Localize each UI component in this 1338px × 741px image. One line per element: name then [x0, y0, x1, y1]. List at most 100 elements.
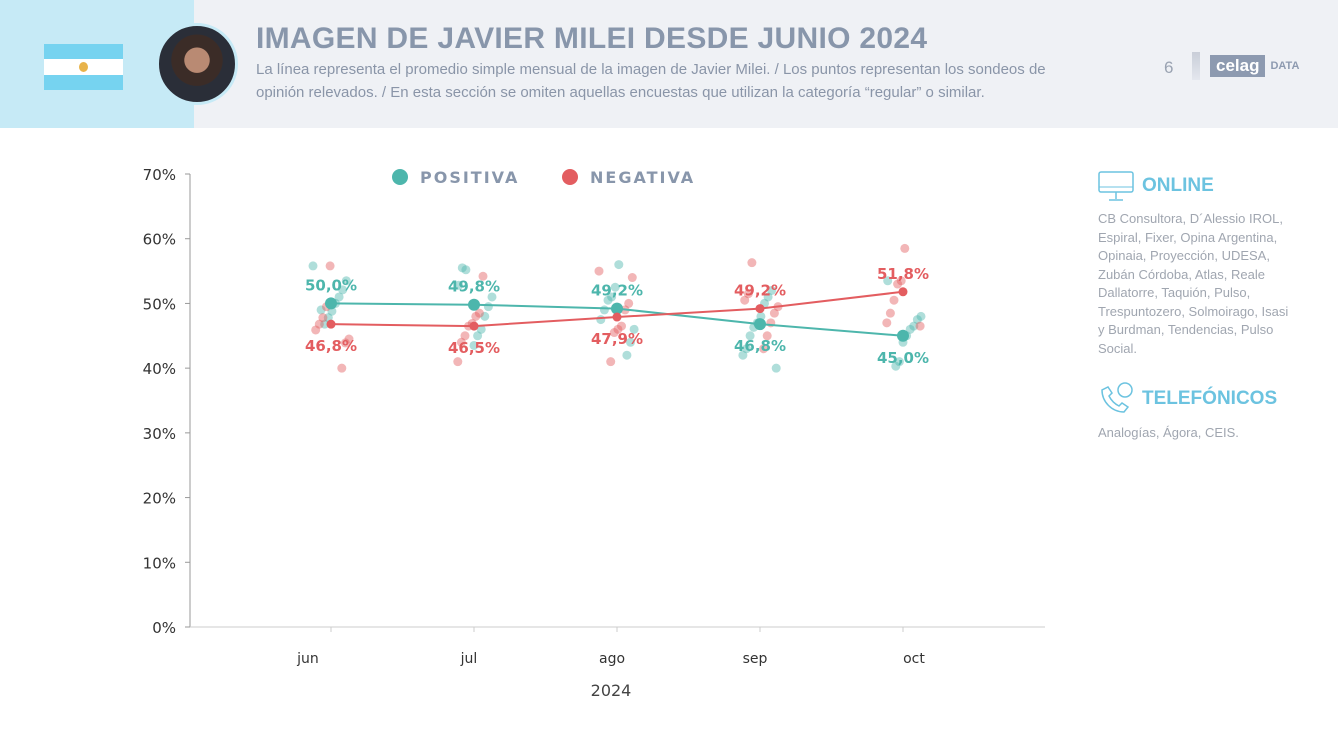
x-tick-label: ago — [599, 651, 625, 667]
survey-point — [474, 308, 484, 318]
survey-point — [614, 260, 624, 270]
computer-icon — [1098, 171, 1134, 201]
survey-point — [889, 295, 899, 305]
survey-point — [891, 361, 901, 371]
legend-marker-negativa — [562, 169, 578, 185]
survey-point — [762, 331, 772, 341]
survey-point — [627, 273, 637, 283]
data-point — [326, 319, 336, 329]
survey-point — [311, 325, 321, 335]
survey-point — [610, 282, 620, 292]
survey-point — [759, 344, 769, 354]
x-tick-label: jul — [460, 651, 478, 667]
survey-point — [896, 276, 906, 286]
data-point — [754, 318, 766, 331]
x-tick-label: sep — [743, 651, 768, 667]
survey-point — [606, 357, 616, 367]
survey-point — [622, 350, 632, 360]
phone-chat-icon — [1101, 382, 1133, 413]
survey-point — [334, 292, 344, 302]
survey-point — [763, 292, 773, 302]
survey-point — [456, 337, 466, 347]
y-tick-label: 60% — [143, 231, 176, 249]
data-label: 46,5% — [448, 339, 500, 357]
survey-point — [337, 363, 347, 373]
survey-point — [483, 302, 493, 312]
survey-point — [916, 311, 926, 321]
data-label: 51,8% — [877, 265, 929, 283]
x-tick-label: oct — [903, 651, 925, 667]
data-label: 46,8% — [305, 337, 357, 355]
survey-point — [320, 319, 330, 329]
survey-point — [599, 305, 609, 315]
survey-point — [478, 271, 488, 281]
survey-point — [325, 261, 335, 271]
survey-point — [626, 337, 635, 347]
telefonicos-section: TELEFÓNICOS Analogías, Ágora, CEIS. — [1098, 382, 1293, 443]
data-point — [898, 287, 908, 297]
page-subtitle: La línea representa el promedio simple m… — [256, 61, 1046, 101]
survey-point — [460, 331, 470, 341]
y-tick-label: 0% — [152, 619, 176, 637]
y-tick-label: 40% — [143, 360, 176, 378]
legend-label-positiva: POSITIVA — [420, 168, 519, 187]
online-title: ONLINE — [1142, 175, 1214, 196]
online-text: CB Consultora, D´Alessio IROL, Espiral, … — [1098, 211, 1289, 356]
survey-point — [344, 334, 354, 344]
survey-point — [894, 357, 904, 367]
y-tick-label: 10% — [143, 554, 176, 572]
survey-point — [471, 311, 481, 321]
survey-point — [594, 266, 604, 276]
survey-point — [461, 265, 471, 275]
survey-point — [740, 295, 750, 305]
survey-point — [900, 243, 910, 253]
survey-point — [883, 276, 893, 286]
x-tick-label: jun — [296, 651, 319, 667]
celag-logo: celag DATA — [1192, 52, 1299, 80]
survey-point — [893, 279, 903, 289]
y-tick-label: 20% — [143, 490, 176, 508]
survey-point — [473, 331, 483, 341]
survey-point — [318, 313, 328, 323]
survey-point — [885, 308, 895, 318]
survey-point — [882, 318, 892, 328]
survey-point — [316, 305, 326, 315]
survey-point — [613, 324, 623, 334]
survey-point — [607, 292, 617, 302]
survey-point — [747, 258, 757, 268]
avatar — [156, 23, 238, 105]
survey-point — [738, 350, 748, 360]
data-label: 47,9% — [591, 330, 643, 348]
online-section: ONLINE CB Consultora, D´Alessio IROL, Es… — [1098, 170, 1293, 358]
data-point — [325, 297, 337, 310]
legend-marker-positiva — [392, 169, 408, 185]
data-label: 49,2% — [734, 282, 786, 300]
survey-point — [771, 363, 781, 373]
data-label: 45,0% — [877, 349, 929, 367]
argentina-flag-icon — [44, 44, 123, 90]
survey-point — [905, 324, 915, 334]
survey-point — [453, 357, 463, 367]
survey-point — [745, 331, 755, 341]
survey-point — [624, 298, 634, 308]
survey-point — [457, 263, 467, 273]
data-point — [612, 312, 622, 322]
legend-label-negativa: NEGATIVA — [590, 168, 695, 187]
survey-point — [341, 276, 351, 286]
survey-point — [480, 311, 490, 321]
survey-point — [743, 289, 753, 299]
survey-point — [603, 295, 613, 305]
survey-point — [314, 319, 324, 329]
survey-point — [767, 285, 777, 295]
survey-point — [340, 338, 350, 348]
x-axis-title: 2024 — [591, 681, 632, 700]
data-label: 50,0% — [305, 276, 357, 294]
survey-point — [609, 328, 619, 338]
survey-point — [909, 321, 919, 331]
y-tick-label: 70% — [143, 166, 176, 184]
data-point — [469, 321, 479, 331]
data-point — [611, 302, 623, 315]
survey-point — [617, 321, 626, 331]
survey-point — [742, 344, 751, 354]
